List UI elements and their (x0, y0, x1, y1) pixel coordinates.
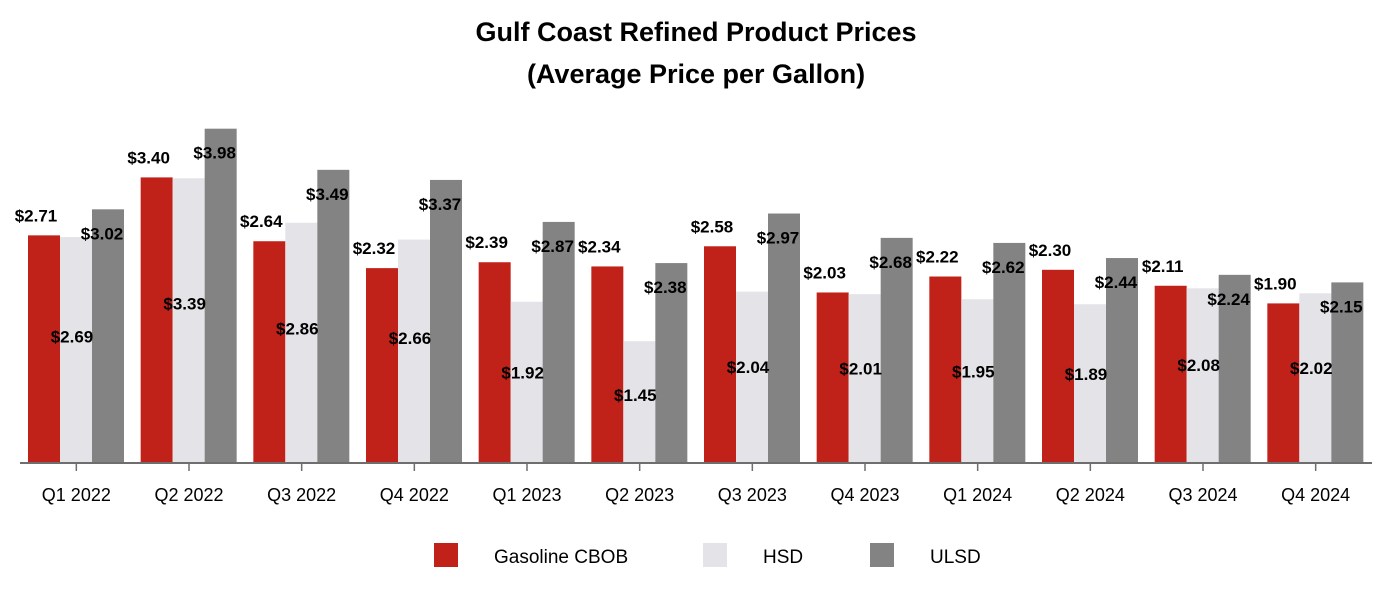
x-tick-label-q2-2024: Q2 2024 (1056, 485, 1125, 505)
data-label-hsd-q4-2024: $2.02 (1290, 359, 1333, 378)
bar-hsd-q1-2024 (961, 299, 994, 463)
data-label-hsd-q1-2023: $1.92 (501, 364, 544, 383)
bar-ulsd-q1-2023 (542, 221, 575, 463)
x-tick-label-q4-2023: Q4 2023 (830, 485, 899, 505)
x-tick-label-q1-2024: Q1 2024 (943, 485, 1012, 505)
data-label-hsd-q2-2022: $3.39 (163, 295, 206, 314)
data-label-hsd-q1-2022: $2.69 (51, 327, 94, 346)
x-tick-label-q3-2022: Q3 2022 (267, 485, 336, 505)
data-label-gasoline-cbob-q1-2022: $2.71 (15, 206, 58, 225)
data-label-gasoline-cbob-q1-2024: $2.22 (916, 248, 959, 267)
bar-hsd-q4-2023 (848, 294, 881, 463)
x-tick-label-q3-2023: Q3 2023 (718, 485, 787, 505)
x-tick-label-q1-2022: Q1 2022 (42, 485, 111, 505)
bars-group (28, 128, 1364, 464)
legend-swatch-hsd (703, 543, 727, 567)
bar-gasoline-cbob-q3-2022 (253, 241, 286, 463)
data-label-gasoline-cbob-q3-2022: $2.64 (240, 212, 283, 231)
bar-gasoline-cbob-q4-2022 (366, 268, 398, 463)
data-label-gasoline-cbob-q2-2022: $3.40 (127, 148, 170, 167)
x-tick-label-q2-2023: Q2 2023 (605, 485, 674, 505)
bar-ulsd-q1-2022 (92, 209, 124, 463)
data-label-ulsd-q3-2023: $2.97 (757, 229, 800, 248)
data-label-ulsd-q1-2024: $2.62 (982, 258, 1025, 277)
data-label-ulsd-q4-2023: $2.68 (869, 253, 912, 272)
x-tick-label-q2-2022: Q2 2022 (154, 485, 223, 505)
x-tick-label-q4-2024: Q4 2024 (1281, 485, 1350, 505)
x-tick-label-q3-2024: Q3 2024 (1168, 485, 1237, 505)
data-label-gasoline-cbob-q4-2022: $2.32 (353, 239, 396, 258)
data-label-gasoline-cbob-q2-2023: $2.34 (578, 237, 621, 256)
legend: Gasoline CBOB HSD ULSD (434, 543, 981, 568)
bar-ulsd-q2-2022 (204, 128, 237, 463)
legend-label-ulsd: ULSD (930, 547, 981, 568)
bar-ulsd-q4-2024 (1331, 282, 1364, 463)
legend-label-hsd: HSD (763, 547, 803, 568)
bar-hsd-q2-2023 (623, 341, 656, 463)
data-label-hsd-q3-2022: $2.86 (276, 319, 319, 338)
data-label-gasoline-cbob-q4-2024: $1.90 (1254, 274, 1297, 293)
bar-hsd-q3-2022 (285, 222, 318, 463)
data-label-ulsd-q2-2024: $2.44 (1095, 273, 1138, 292)
legend-swatch-gasoline-cbob (434, 543, 458, 567)
data-label-gasoline-cbob-q1-2023: $2.39 (465, 233, 508, 252)
chart-subtitle: (Average Price per Gallon) (527, 59, 865, 89)
bar-gasoline-cbob-q2-2022 (140, 177, 173, 463)
data-label-gasoline-cbob-q3-2023: $2.58 (691, 217, 734, 236)
bar-hsd-q3-2024 (1186, 288, 1219, 463)
data-label-hsd-q4-2023: $2.01 (839, 359, 882, 378)
bar-ulsd-q1-2024 (993, 242, 1026, 463)
data-labels-group: $2.71 $2.69 $3.02 $3.40 $3.39 $3.98 $2.64 $2.86… (15, 144, 1363, 405)
bar-ulsd-q4-2022 (430, 179, 462, 464)
bar-hsd-q2-2024 (1074, 304, 1106, 463)
data-label-ulsd-q3-2024: $2.24 (1207, 290, 1250, 309)
data-label-hsd-q4-2022: $2.66 (389, 329, 432, 348)
bar-hsd-q1-2023 (510, 301, 543, 463)
bar-ulsd-q2-2024 (1106, 258, 1138, 463)
data-label-ulsd-q1-2022: $3.02 (81, 224, 124, 243)
bar-gasoline-cbob-q3-2023 (704, 246, 736, 463)
bar-gasoline-cbob-q2-2023 (591, 266, 624, 463)
data-label-hsd-q3-2024: $2.08 (1177, 356, 1220, 375)
data-label-ulsd-q2-2022: $3.98 (193, 144, 236, 163)
bar-gasoline-cbob-q1-2022 (28, 235, 60, 463)
data-label-ulsd-q3-2022: $3.49 (306, 185, 349, 204)
bar-gasoline-cbob-q1-2023 (478, 262, 511, 463)
data-label-ulsd-q2-2023: $2.38 (644, 278, 687, 297)
bar-gasoline-cbob-q2-2024 (1042, 269, 1074, 463)
bar-hsd-q3-2023 (736, 291, 768, 463)
bar-ulsd-q3-2024 (1218, 274, 1251, 463)
bar-ulsd-q2-2023 (655, 263, 688, 463)
data-label-gasoline-cbob-q2-2024: $2.30 (1029, 241, 1072, 260)
data-label-ulsd-q1-2023: $2.87 (531, 237, 574, 256)
bar-ulsd-q3-2022 (317, 169, 350, 463)
bar-hsd-q4-2022 (398, 239, 430, 463)
x-tick-label-q1-2023: Q1 2023 (492, 485, 561, 505)
bar-ulsd-q3-2023 (768, 213, 800, 463)
bar-gasoline-cbob-q4-2023 (816, 292, 849, 463)
x-tick-label-q4-2022: Q4 2022 (380, 485, 449, 505)
bar-gasoline-cbob-q1-2024 (929, 276, 962, 463)
legend-swatch-ulsd (870, 543, 894, 567)
data-label-ulsd-q4-2024: $2.15 (1320, 297, 1363, 316)
data-label-hsd-q2-2023: $1.45 (614, 386, 657, 405)
bar-gasoline-cbob-q4-2024 (1267, 303, 1300, 463)
data-label-gasoline-cbob-q4-2023: $2.03 (803, 263, 846, 282)
data-label-ulsd-q4-2022: $3.37 (419, 195, 462, 214)
bar-ulsd-q4-2023 (880, 237, 913, 463)
bar-gasoline-cbob-q3-2024 (1154, 285, 1187, 463)
data-label-hsd-q3-2023: $2.04 (727, 358, 770, 377)
bar-hsd-q1-2022 (60, 237, 92, 463)
x-axis-ticks: Q1 2022 Q2 2022 Q3 2022 Q4 2022 Q1 2023 Q2 20… (42, 463, 1350, 505)
bar-hsd-q2-2022 (172, 178, 205, 464)
data-label-gasoline-cbob-q3-2024: $2.11 (1142, 257, 1184, 276)
chart-title: Gulf Coast Refined Product Prices (475, 17, 916, 47)
data-label-hsd-q2-2024: $1.89 (1065, 365, 1108, 384)
data-label-hsd-q1-2024: $1.95 (952, 362, 995, 381)
legend-label-gasoline-cbob: Gasoline CBOB (494, 547, 628, 568)
bar-hsd-q4-2024 (1299, 293, 1332, 463)
